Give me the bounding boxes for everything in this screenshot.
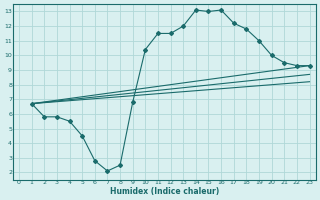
X-axis label: Humidex (Indice chaleur): Humidex (Indice chaleur) <box>110 187 219 196</box>
